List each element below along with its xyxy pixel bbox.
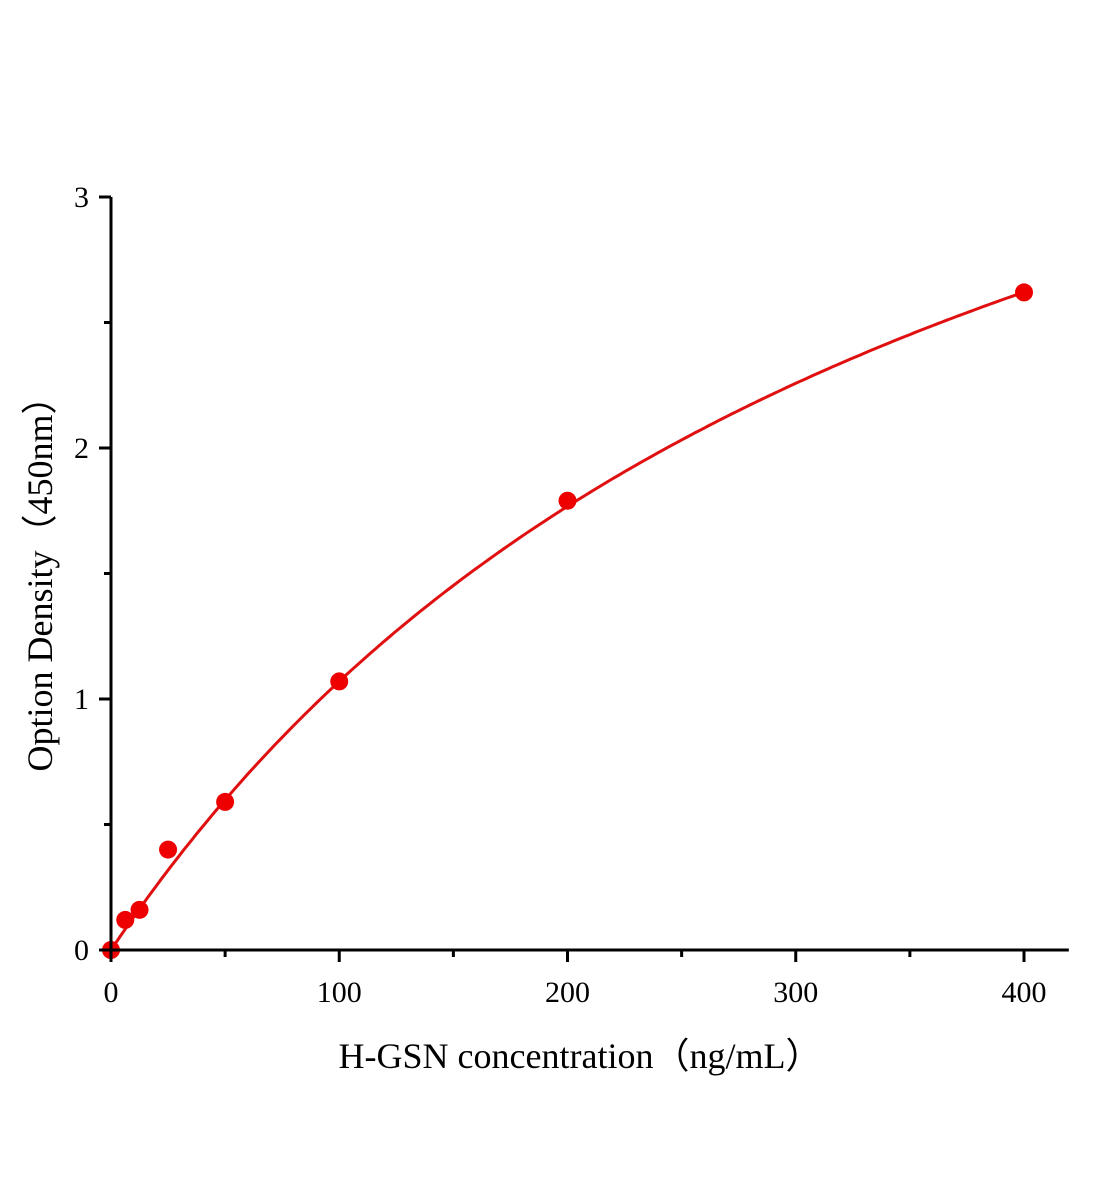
x-tick-label: 300: [773, 976, 818, 1009]
data-point: [159, 840, 178, 859]
y-axis-label: Option Density（450nm）: [20, 379, 60, 772]
x-tick-label: 0: [104, 976, 119, 1009]
x-tick-label: 100: [317, 976, 362, 1009]
x-tick-label: 400: [1002, 976, 1047, 1009]
data-point: [330, 672, 349, 691]
y-tick-label: 0: [74, 934, 89, 967]
y-tick-label: 1: [74, 683, 89, 716]
y-tick-label: 3: [74, 181, 89, 214]
data-point: [116, 910, 135, 929]
fit-curve: [109, 290, 1025, 951]
data-point: [216, 792, 235, 811]
data-point: [130, 900, 149, 919]
data-point: [1015, 283, 1033, 302]
x-tick-label: 200: [545, 976, 590, 1009]
x-axis-label: H-GSN concentration（ng/mL）: [339, 1036, 822, 1076]
data-point: [558, 491, 577, 510]
y-tick-label: 2: [74, 432, 89, 465]
